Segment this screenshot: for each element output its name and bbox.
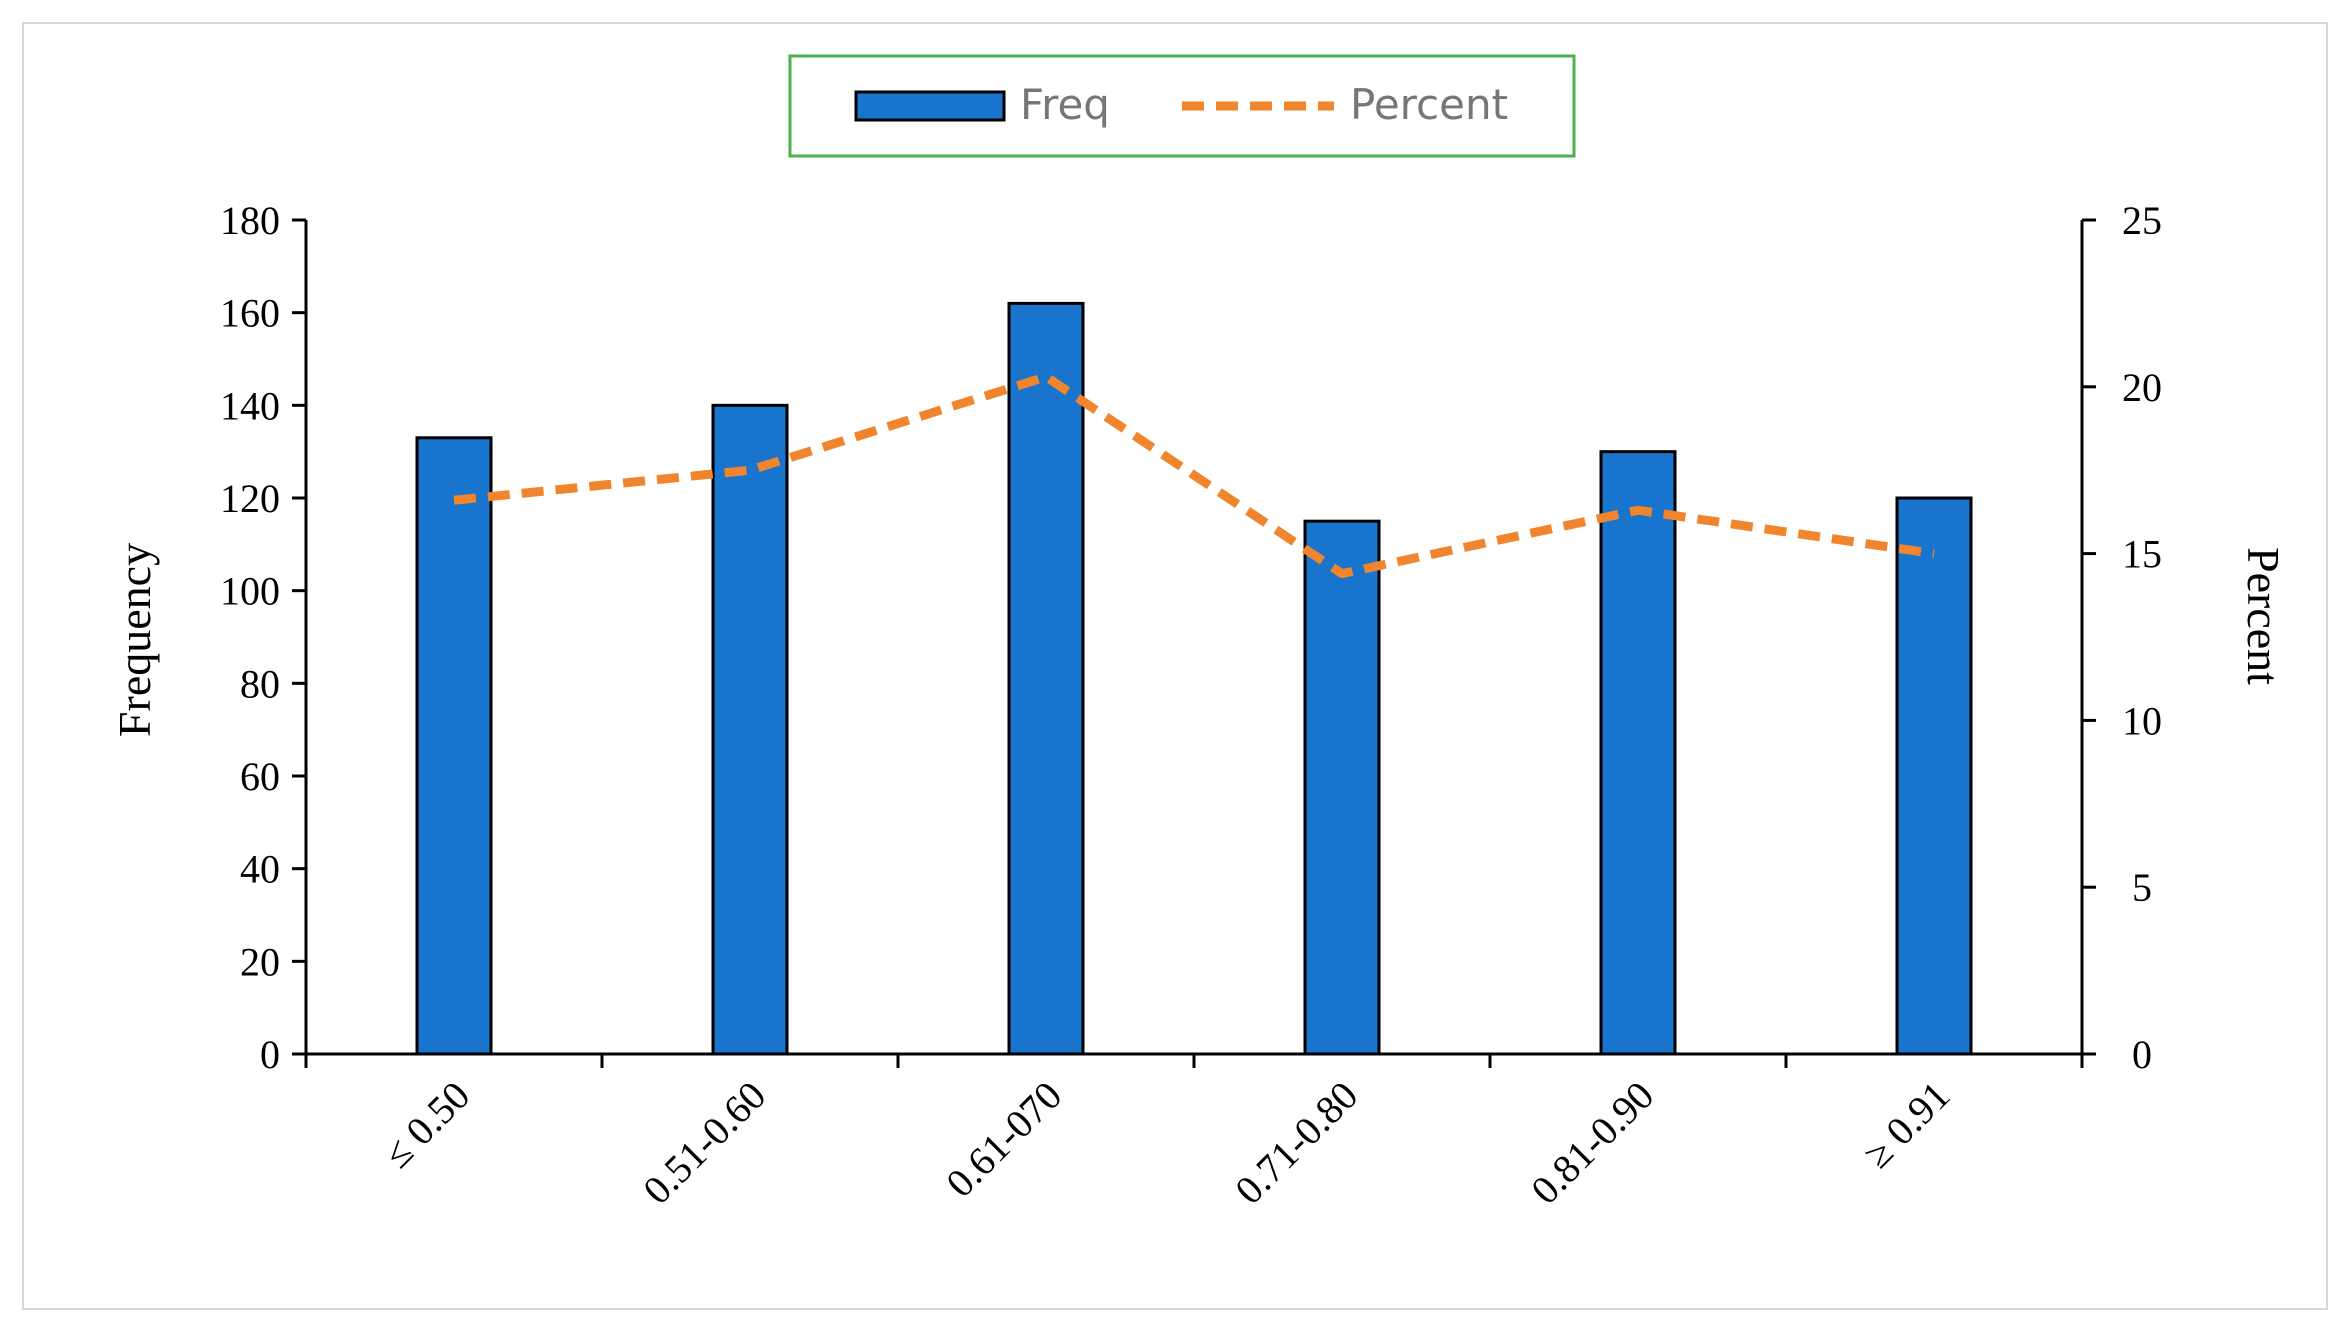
y-tick-label: 0: [260, 1032, 280, 1077]
y-tick-label: 60: [240, 754, 280, 799]
y-tick-label: 120: [220, 476, 280, 521]
y-tick-label: 100: [220, 569, 280, 614]
x-tick-label: ≥ 0.91: [1854, 1073, 1958, 1177]
y-tick-label: 180: [220, 198, 280, 243]
y2-tick-label: 0: [2132, 1032, 2152, 1077]
y-tick-label: 80: [240, 661, 280, 706]
legend-swatch-freq: [854, 90, 1006, 122]
y-tick-label: 160: [220, 291, 280, 336]
legend-label-percent: Percent: [1350, 80, 1508, 129]
y-tick-label: 140: [220, 383, 280, 428]
y-tick-label: 20: [240, 939, 280, 984]
y2-tick-label: 20: [2122, 365, 2162, 410]
bar-freq: [1303, 519, 1381, 1056]
line-series: [453, 372, 1935, 579]
bar-freq: [1599, 450, 1677, 1056]
line-percent: [453, 372, 1935, 579]
x-tick-label: 0.81-0.90: [1522, 1073, 1662, 1213]
y2-axis-title: Percent: [2238, 547, 2289, 685]
bar-freq: [1007, 301, 1085, 1056]
y2-tick-label: 10: [2122, 698, 2162, 743]
x-tick-label: 0.71-0.80: [1226, 1073, 1366, 1213]
bar-freq: [415, 436, 493, 1056]
y2-tick-label: 15: [2122, 532, 2162, 577]
y2-tick-label: 5: [2132, 865, 2152, 910]
bar-freq: [1895, 496, 1973, 1056]
legend-label-freq: Freq: [1020, 80, 1110, 129]
axes: 0 20 40 60 80 100 120 140 160 180 0 5 10 15 20 25 ≤ 0.50…: [220, 198, 2162, 1213]
x-tick-label: 0.51-0.60: [634, 1073, 774, 1213]
bar-freq: [711, 403, 789, 1056]
bars: [415, 301, 1973, 1056]
legend: Freq Percent: [788, 54, 1576, 158]
y2-tick-label: 25: [2122, 198, 2162, 243]
x-tick-label: 0.61-070: [937, 1073, 1070, 1206]
y-tick-label: 40: [240, 847, 280, 892]
y-axis-title: Frequency: [109, 543, 160, 737]
x-tick-label: ≤ 0.50: [374, 1073, 478, 1177]
